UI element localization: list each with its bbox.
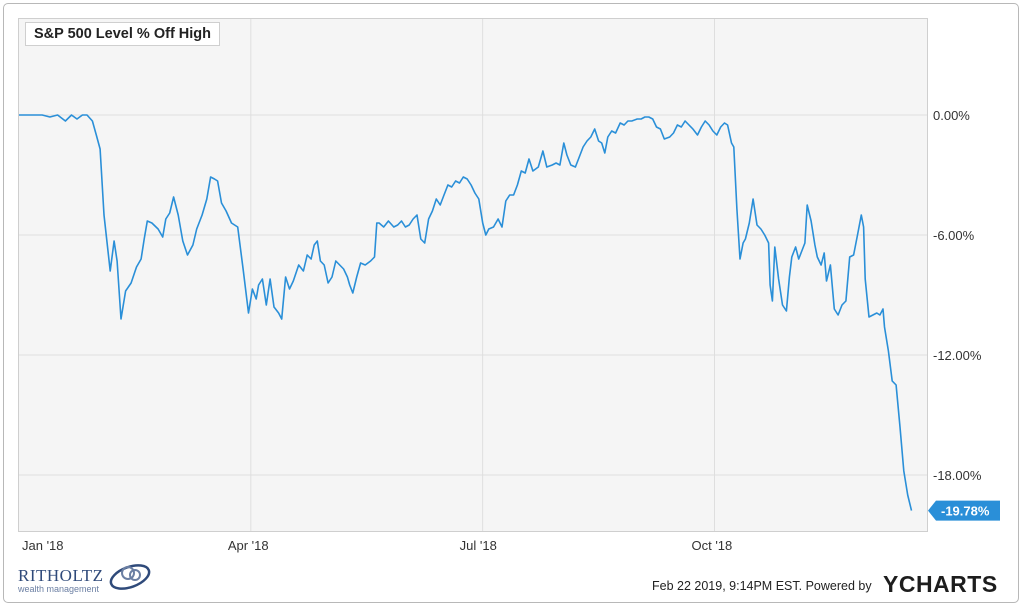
x-tick-label: Oct '18 xyxy=(691,538,732,553)
powered-by-text: Powered by xyxy=(805,579,872,593)
y-tick-label: 0.00% xyxy=(933,108,970,123)
footer-timestamp: Feb 22 2019, 9:14PM EST. Powered by xyxy=(652,579,872,593)
plot-area xyxy=(18,18,928,532)
x-axis: Jan '18 Apr '18 Jul '18 Oct '18 xyxy=(22,538,732,553)
timestamp-text: Feb 22 2019, 9:14PM EST. xyxy=(652,579,803,593)
ycharts-logo[interactable]: YCHARTS xyxy=(883,571,998,597)
y-tick-label: -18.00% xyxy=(933,468,982,483)
y-tick-label: -12.00% xyxy=(933,348,982,363)
last-value-label: -19.78% xyxy=(941,504,990,519)
x-tick-label: Jul '18 xyxy=(460,538,497,553)
gridlines xyxy=(19,19,927,531)
series-line xyxy=(19,114,913,511)
series-layer xyxy=(19,114,913,511)
ritholtz-logo-text: RITHOLTZ xyxy=(18,566,104,585)
chart-title: S&P 500 Level % Off High xyxy=(25,22,221,46)
y-tick-label: -6.00% xyxy=(933,228,975,243)
x-tick-label: Jan '18 xyxy=(22,538,64,553)
y-axis: 0.00% -6.00% -12.00% -18.00% xyxy=(933,108,982,483)
ritholtz-logo-tagline: wealth management xyxy=(18,584,100,594)
x-tick-label: Apr '18 xyxy=(228,538,269,553)
ritholtz-logo-icon xyxy=(109,564,151,590)
last-value-callout: -19.78% xyxy=(928,500,1000,521)
last-value-badge xyxy=(928,500,1000,521)
